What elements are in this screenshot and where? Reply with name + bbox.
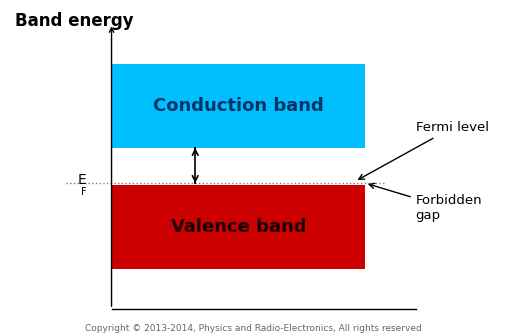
Text: E: E <box>78 173 86 187</box>
Text: F: F <box>81 186 86 197</box>
Text: Fermi level: Fermi level <box>358 121 489 179</box>
Text: Valence band: Valence band <box>170 218 306 236</box>
Bar <box>112 64 365 148</box>
Text: Copyright © 2013-2014, Physics and Radio-Electronics, All rights reserved: Copyright © 2013-2014, Physics and Radio… <box>85 324 422 333</box>
Bar <box>112 185 365 269</box>
Text: Forbidden
gap: Forbidden gap <box>369 183 482 222</box>
Text: Conduction band: Conduction band <box>153 97 323 115</box>
Text: Band energy: Band energy <box>15 12 134 30</box>
